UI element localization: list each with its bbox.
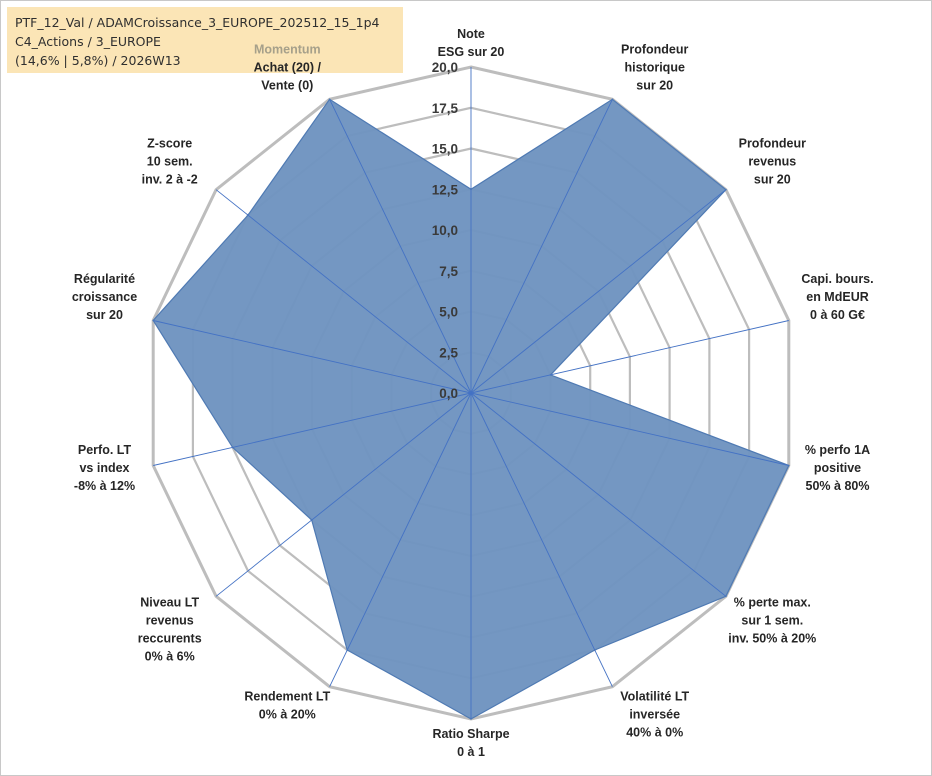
axis-label-12-line-0: Z-score — [147, 136, 192, 150]
axis-label-6-line-1: inversée — [629, 708, 680, 722]
spoke-3 — [470, 320, 789, 394]
axis-label-8-line-1: 0% à 20% — [259, 708, 316, 722]
tick-label-2: 5,0 — [439, 305, 458, 320]
axis-label-5-line-0: % perte max. — [734, 596, 811, 610]
axis-label-8-line-0: Rendement LT — [244, 690, 330, 704]
tick-label-5: 12,5 — [432, 182, 459, 197]
spoke-1 — [470, 99, 613, 394]
axis-label-0: Note ESG sur 20 — [438, 27, 505, 59]
axis-label-11-line-2: sur 20 — [86, 308, 123, 322]
axis-label-11: Régularité croissance sur 20 — [72, 272, 137, 322]
axis-label-8: Rendement LT 0% à 20% — [244, 690, 330, 722]
spoke-2 — [470, 189, 727, 394]
info-box: PTF_12_Val / ADAMCroissance_3_EUROPE_202… — [7, 7, 403, 73]
tick-label-8: 20,0 — [432, 60, 458, 75]
axis-label-11-line-1: croissance — [72, 290, 137, 304]
axis-label-1-line-0: Profondeur — [621, 43, 688, 57]
info-line-category: C4_Actions / 3_EUROPE — [15, 34, 161, 49]
axis-label-3: Capi. bours. en MdEUR 0 à 60 G€ — [801, 272, 873, 322]
axis-label-13-line-2: Vente (0) — [261, 79, 313, 93]
tick-label-3: 7,5 — [439, 264, 458, 279]
axis-label-6-line-0: Volatilité LT — [620, 690, 689, 704]
axis-label-5: % perte max. sur 1 sem. inv. 50% à 20% — [728, 596, 816, 646]
axis-label-9-line-1: revenus — [146, 614, 194, 628]
axis-label-3-line-0: Capi. bours. — [801, 272, 873, 286]
axis-label-12-line-1: 10 sem. — [147, 154, 193, 168]
axis-label-10: Perfo. LT vs index -8% à 12% — [74, 443, 135, 493]
axis-label-3-line-2: 0 à 60 G€ — [810, 308, 865, 322]
axis-label-1: Profondeur historique sur 20 — [621, 43, 688, 93]
axis-label-4-line-2: 50% à 80% — [806, 479, 870, 493]
axis-label-6-line-2: 40% à 0% — [626, 726, 683, 740]
spoke-10 — [153, 392, 472, 466]
axis-label-4-line-1: positive — [814, 461, 861, 475]
tick-label-4: 10,0 — [432, 223, 458, 238]
spoke-4 — [470, 392, 789, 466]
spoke-12 — [215, 189, 472, 394]
axis-labels: Note ESG sur 20 Profondeur historique sur 20… — [72, 27, 874, 759]
axis-label-7-line-0: Ratio Sharpe — [432, 727, 509, 741]
info-line-portfolio: PTF_12_Val / ADAMCroissance_3_EUROPE_202… — [15, 15, 380, 30]
axis-label-10-line-1: vs index — [79, 461, 129, 475]
axis-label-0-line-1: ESG sur 20 — [438, 45, 505, 59]
axis-label-9: Niveau LT revenus reccurents 0% à 6% — [138, 596, 202, 664]
axis-label-4: % perfo 1A positive 50% à 80% — [805, 443, 870, 493]
axis-label-12-line-2: inv. 2 à -2 — [142, 172, 198, 186]
axis-label-5-line-1: sur 1 sem. — [741, 614, 803, 628]
axis-label-13-line-1: Achat (20) / — [254, 61, 322, 75]
axis-label-1-line-1: historique — [624, 61, 684, 75]
spoke-13 — [329, 99, 472, 394]
axis-label-2-line-1: revenus — [748, 154, 796, 168]
radial-tick-labels: 0,0 2,5 5,0 7,5 10,0 12,5 15,0 17,5 20,0 — [432, 60, 459, 401]
spoke-5 — [470, 392, 727, 597]
radar-spokes — [153, 67, 789, 719]
spoke-9 — [215, 392, 472, 597]
axis-label-3-line-1: en MdEUR — [806, 290, 869, 304]
axis-label-2: Profondeur revenus sur 20 — [739, 136, 806, 186]
axis-label-10-line-0: Perfo. LT — [78, 443, 132, 457]
info-line-stats: (14,6% | 5,8%) / 2026W13 — [15, 53, 181, 68]
tick-label-1: 2,5 — [439, 345, 458, 360]
axis-label-5-line-2: inv. 50% à 20% — [728, 632, 816, 646]
axis-label-0-line-0: Note — [457, 27, 485, 41]
axis-label-9-line-3: 0% à 6% — [145, 650, 195, 664]
tick-label-0: 0,0 — [439, 386, 458, 401]
spoke-8 — [329, 392, 472, 687]
spoke-6 — [470, 392, 613, 687]
axis-label-7-line-1: 0 à 1 — [457, 745, 485, 759]
axis-label-9-line-0: Niveau LT — [140, 596, 199, 610]
tick-label-6: 15,0 — [432, 142, 458, 157]
spoke-11 — [153, 320, 472, 394]
axis-label-2-line-0: Profondeur — [739, 136, 806, 150]
axis-label-1-line-2: sur 20 — [636, 79, 673, 93]
axis-label-10-line-2: -8% à 12% — [74, 479, 135, 493]
axis-label-2-line-2: sur 20 — [754, 172, 791, 186]
axis-label-11-line-0: Régularité — [74, 272, 135, 286]
axis-label-13: Momentum Achat (20) / Vente (0) — [254, 43, 322, 93]
axis-label-12: Z-score 10 sem. inv. 2 à -2 — [142, 136, 198, 186]
tick-label-7: 17,5 — [432, 101, 459, 116]
axis-label-6: Volatilité LT inversée 40% à 0% — [620, 690, 689, 740]
axis-label-7: Ratio Sharpe 0 à 1 — [432, 727, 509, 759]
axis-label-13-line-0: Momentum — [254, 43, 321, 57]
axis-label-4-line-0: % perfo 1A — [805, 443, 870, 457]
axis-label-9-line-2: reccurents — [138, 632, 202, 646]
